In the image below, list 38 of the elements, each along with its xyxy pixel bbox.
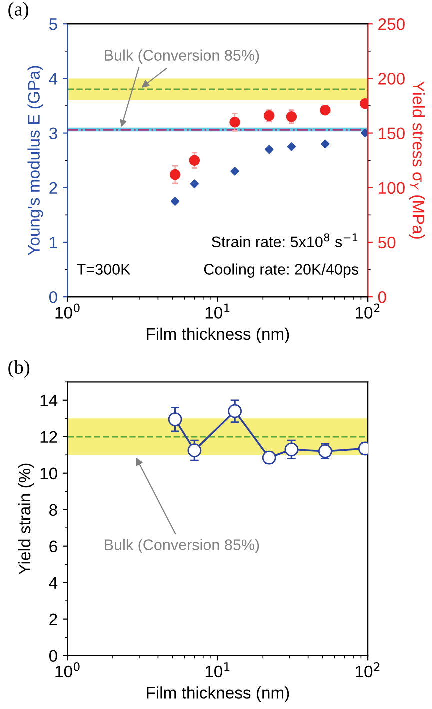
y2-tick-label: 0 xyxy=(378,291,386,304)
y2-tick-label: 50 xyxy=(378,236,396,249)
y-tick-label: 10 xyxy=(40,468,58,480)
y-tick-label: 12 xyxy=(40,431,58,443)
y-tick-label: 2 xyxy=(50,614,58,626)
y-tick-label: 0 xyxy=(49,650,58,662)
chart-title: (a) xyxy=(8,2,28,20)
annotation: Strain rate: 5x10$^{8}$ s$^{−1}$ xyxy=(212,234,358,248)
y-tick-label: 4 xyxy=(49,577,58,589)
x-axis-title: Film thickness (nm) xyxy=(147,686,290,702)
y2-tick-label: 250 xyxy=(378,18,405,30)
y-tick-label: 5 xyxy=(50,18,58,30)
annotation: Cooling rate: 20K/40ps xyxy=(204,264,359,278)
x-axis-title: Film thickness (nm) xyxy=(147,328,290,344)
y2-tick-label: 100 xyxy=(379,182,405,194)
y-tick-label: 0 xyxy=(49,291,58,304)
y-axis-title: Young's modulus E (GPa) xyxy=(28,66,44,256)
y-tick-label: 4 xyxy=(49,73,58,85)
annotation: Bulk (Conversion 85%) xyxy=(105,50,260,64)
x-tick-label: 10$^{2}$ xyxy=(356,304,380,319)
x-tick-label: 10$^{0}$ xyxy=(56,304,80,319)
y-tick-label: 3 xyxy=(49,128,58,140)
chart-title: (b) xyxy=(8,360,30,378)
y-tick-label: 1 xyxy=(50,237,58,249)
y-axis-title: Yield strain (%) xyxy=(18,464,34,575)
x-tick-label: 10$^{1}$ xyxy=(206,662,230,678)
y-tick-label: 6 xyxy=(50,540,58,553)
y2-tick-label: 150 xyxy=(379,128,405,140)
y2-axis-title: Yield stress σ$_{Y}$ (MPa) xyxy=(410,82,426,239)
y2-tick-label: 200 xyxy=(378,73,405,85)
y-tick-label: 2 xyxy=(50,182,58,194)
y-tick-label: 14 xyxy=(40,394,58,406)
x-tick-label: 10$^{1}$ xyxy=(206,304,230,319)
x-tick-label: 10$^{2}$ xyxy=(356,662,380,678)
y-tick-label: 8 xyxy=(50,504,58,516)
annotation: Bulk (Conversion 85%) xyxy=(105,539,260,554)
x-tick-label: 10$^{0}$ xyxy=(56,662,80,678)
annotation: T=300K xyxy=(77,264,131,275)
